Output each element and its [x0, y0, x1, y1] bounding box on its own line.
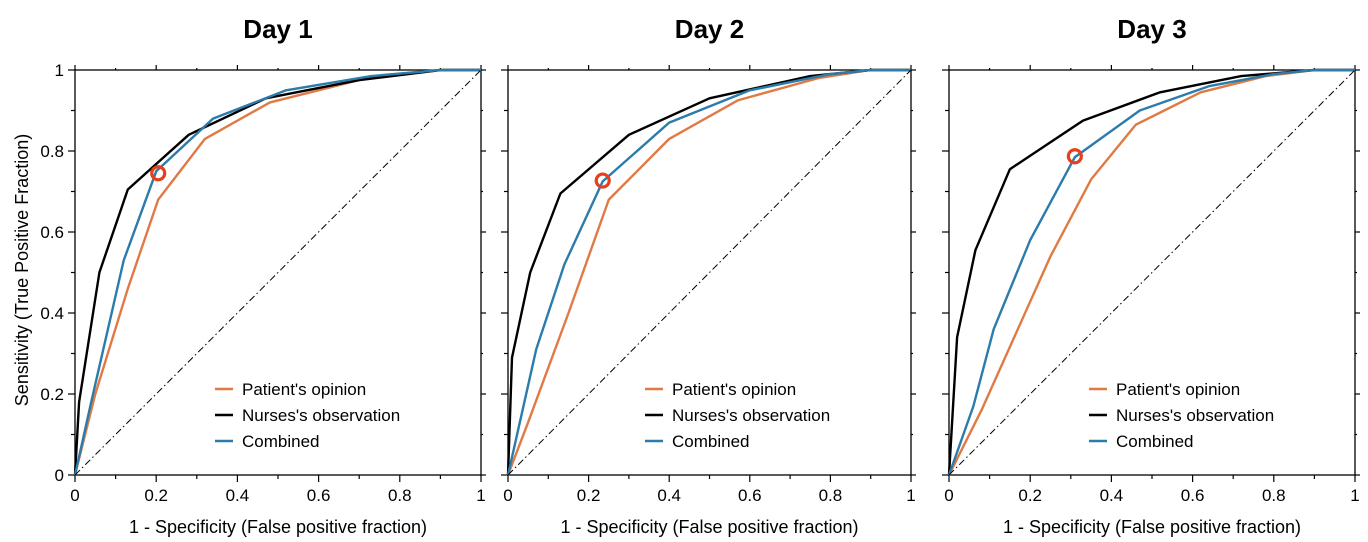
- x-tick-label: 1: [1350, 486, 1359, 505]
- x-tick-label: 0.8: [819, 486, 843, 505]
- legend-label: Nurses's observation: [672, 406, 830, 425]
- x-tick-label: 0: [944, 486, 953, 505]
- x-tick-label: 0: [70, 486, 79, 505]
- y-tick-label: 0.2: [40, 385, 64, 404]
- x-tick-label: 0.6: [738, 486, 762, 505]
- legend-label: Nurses's observation: [1116, 406, 1274, 425]
- x-axis-label: 1 - Specificity (False positive fraction…: [560, 517, 858, 537]
- series-line-combined: [73, 68, 481, 476]
- x-tick-label: 0.6: [1181, 486, 1205, 505]
- x-tick-label: 0.4: [1100, 486, 1124, 505]
- y-tick-label: 0.6: [40, 223, 64, 242]
- legend-label: Combined: [1116, 432, 1194, 451]
- y-tick-label: 0: [55, 466, 64, 485]
- reference-diagonal: [948, 69, 1356, 476]
- x-tick-label: 0.4: [657, 486, 681, 505]
- x-tick-label: 0.8: [388, 486, 412, 505]
- reference-diagonal: [74, 69, 482, 476]
- x-axis-label: 1 - Specificity (False positive fraction…: [129, 517, 427, 537]
- optimal-cutoff-marker: [1066, 148, 1083, 165]
- chart-panel-3: Day 3 0 0.2 0.4 0.6 0.8 1 1 - Specificity (Fals…: [942, 14, 1360, 537]
- legend-label: Patient's opinion: [242, 380, 366, 399]
- legend-label: Combined: [242, 432, 320, 451]
- x-axis-label: 1 - Specificity (False positive fraction…: [1003, 517, 1301, 537]
- x-tick-label: 1: [906, 486, 915, 505]
- x-tick-label: 0.6: [307, 486, 331, 505]
- x-tick-label: 1: [476, 486, 485, 505]
- x-tick-label: 0.4: [226, 486, 250, 505]
- legend-label: Patient's opinion: [672, 380, 796, 399]
- x-tick-label: 0.2: [577, 486, 601, 505]
- y-tick-label: 0.8: [40, 142, 64, 161]
- series-line-combined: [506, 68, 911, 476]
- optimal-cutoff-marker: [594, 172, 611, 189]
- x-tick-label: 0.8: [1262, 486, 1286, 505]
- legend-label: Combined: [672, 432, 750, 451]
- legend-label: Patient's opinion: [1116, 380, 1240, 399]
- x-tick-label: 0.2: [1018, 486, 1042, 505]
- optimal-cutoff-marker: [150, 165, 167, 182]
- x-tick-label: 0: [503, 486, 512, 505]
- legend-label: Nurses's observation: [242, 406, 400, 425]
- series-line-combined: [947, 68, 1355, 476]
- chart-panel-2: Day 2 0 0.2 0.4 0.6 0.8 1 1 - Specificity (Fals…: [501, 14, 916, 537]
- chart-panel-1: Day 1 0 0.2 0.4 0.6 0.8 1 0 0.2 0.4 0.6 0.8 1 1 - Spe…: [40, 14, 486, 537]
- x-tick-label: 0.2: [144, 486, 168, 505]
- chart-title: Day 2: [675, 14, 744, 44]
- y-tick-label: 0.4: [40, 304, 64, 323]
- y-axis-label: Sensitivity (True Positive Fraction): [12, 134, 32, 406]
- chart-title: Day 3: [1117, 14, 1186, 44]
- chart-title: Day 1: [243, 14, 312, 44]
- y-tick-label: 1: [55, 61, 64, 80]
- reference-diagonal: [507, 69, 912, 476]
